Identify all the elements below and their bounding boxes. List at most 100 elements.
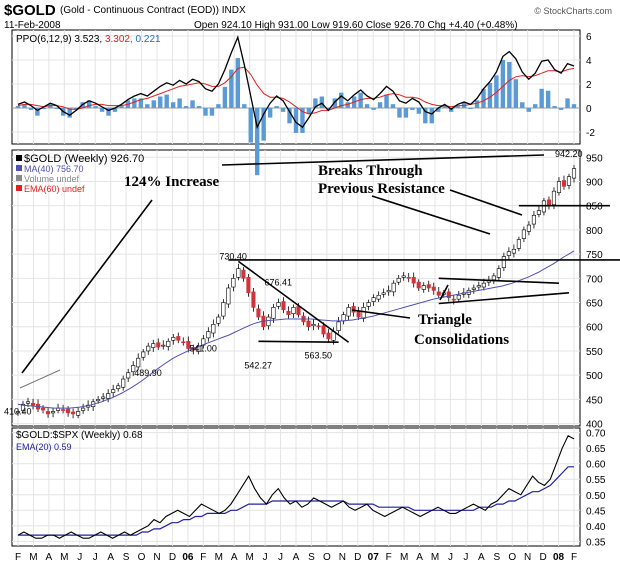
- candle-body: [171, 337, 176, 341]
- ppo-histogram-bar: [248, 108, 253, 143]
- ppo-histogram-bar: [54, 108, 59, 109]
- ppo-signal-line: [17, 66, 575, 115]
- candle-body: [141, 351, 146, 358]
- x-tick-label: A: [293, 552, 300, 563]
- ratio-legend-ema: EMA(20) 0.59: [16, 442, 72, 452]
- candle-body: [61, 409, 66, 411]
- candle-body: [166, 340, 171, 347]
- x-tick-label: A: [416, 552, 423, 563]
- ppo-histogram-bar: [403, 108, 409, 118]
- price-legend-item: MA(40) 756.70: [24, 164, 84, 174]
- annotation-arrow: [439, 284, 449, 301]
- ppo-histogram-bar: [132, 98, 137, 108]
- chart-annotation: Triangle: [418, 312, 472, 328]
- x-tick-label: J: [93, 552, 98, 563]
- ppo-legend-signal: 3.302,: [105, 34, 136, 45]
- price-y-tick-label: 900: [586, 177, 603, 188]
- ppo-histogram-bar: [306, 108, 312, 114]
- ppo-y-tick-label: 4: [586, 56, 592, 67]
- ppo-histogram-bar: [112, 108, 118, 112]
- ppo-histogram-bar: [190, 100, 195, 108]
- increase-arrow: [21, 199, 153, 374]
- candle-body: [416, 281, 421, 289]
- candle-body: [271, 307, 276, 319]
- candle-body: [436, 291, 441, 296]
- candle-body: [131, 365, 136, 373]
- candle-body: [236, 268, 241, 278]
- candle-body: [216, 316, 221, 324]
- x-tick-label: 08: [553, 552, 565, 563]
- price-data-label: 489.90: [134, 368, 162, 378]
- candle-body: [496, 268, 501, 278]
- ppo-histogram-bar: [526, 108, 531, 112]
- price-y-tick-label: 850: [586, 202, 603, 213]
- candle-body: [386, 290, 391, 293]
- ppo-legend-ppo: PPO(6,12,9) 3.523,: [16, 34, 105, 45]
- ppo-histogram-bar: [86, 100, 92, 108]
- chart-date: 11-Feb-2008: [4, 20, 61, 31]
- candle-body: [251, 291, 256, 308]
- candle-body: [411, 277, 416, 284]
- candle-body: [71, 411, 76, 415]
- ppo-histogram-bar: [442, 106, 447, 108]
- candle-body: [336, 321, 341, 331]
- candle-body: [366, 302, 371, 307]
- candle-body: [381, 292, 386, 295]
- ppo-histogram-bar: [106, 108, 111, 116]
- candle-body: [571, 168, 577, 179]
- candle-body: [211, 324, 216, 334]
- x-tick-label: S: [123, 552, 130, 563]
- ppo-histogram-bar: [416, 108, 422, 114]
- candle-body: [311, 324, 316, 327]
- price-legend-swatch: [16, 185, 22, 191]
- ppo-histogram-bar: [255, 108, 260, 176]
- ppo-histogram-bar: [520, 102, 525, 108]
- ppo-line: [17, 35, 575, 130]
- ppo-histogram-bar: [203, 108, 208, 116]
- ppo-histogram-bar: [455, 106, 460, 108]
- annotation-arrow: [449, 189, 523, 216]
- ratio-y-tick-label: 0.40: [586, 522, 606, 533]
- candle-body: [451, 298, 456, 301]
- x-tick-label: S: [493, 552, 500, 563]
- ppo-legend-hist: 0.221: [136, 34, 161, 45]
- candle-body: [121, 378, 126, 388]
- candle-body: [281, 301, 286, 311]
- candle-body: [136, 357, 141, 368]
- candle-body: [51, 411, 56, 414]
- ppo-histogram-bar: [377, 102, 383, 108]
- price-y-tick-label: 700: [586, 274, 603, 285]
- candle-body: [456, 294, 461, 300]
- ppo-histogram-bar: [170, 102, 176, 108]
- candle-body: [396, 278, 401, 283]
- annotation-arrow: [351, 309, 411, 319]
- ppo-histogram-bar: [158, 96, 163, 108]
- chart-symbol: $GOLD: [4, 2, 56, 19]
- chart-name: (Gold - Continuous Contract (EOD)) INDX: [60, 5, 246, 16]
- stockcharts-brand: © StockCharts.com: [534, 6, 612, 16]
- ppo-histogram-bar: [345, 102, 350, 108]
- candle-body: [286, 310, 291, 315]
- candle-body: [476, 285, 481, 288]
- ppo-histogram-bar: [410, 108, 415, 110]
- candle-body: [296, 306, 301, 315]
- price-data-label: 541.00: [189, 343, 217, 353]
- candle-body: [526, 224, 531, 232]
- ppo-histogram-bar: [571, 104, 577, 108]
- candle-body: [161, 344, 166, 347]
- x-tick-label: O: [323, 552, 331, 563]
- candle-body: [181, 341, 186, 344]
- triangle-upper-line: [438, 277, 560, 284]
- candle-body: [356, 310, 361, 318]
- triangle-lower-line: [258, 340, 339, 344]
- price-legend-swatch: [16, 165, 22, 171]
- ppo-histogram-bar: [35, 108, 40, 116]
- candle-body: [30, 402, 36, 406]
- candle-body: [376, 294, 381, 300]
- ppo-histogram-bar: [487, 83, 493, 108]
- candle-body: [501, 256, 506, 268]
- ppo-histogram-bar: [300, 108, 305, 133]
- ppo-histogram-bar: [481, 88, 486, 108]
- ppo-histogram-bar: [287, 108, 292, 124]
- x-tick-label: O: [508, 552, 516, 563]
